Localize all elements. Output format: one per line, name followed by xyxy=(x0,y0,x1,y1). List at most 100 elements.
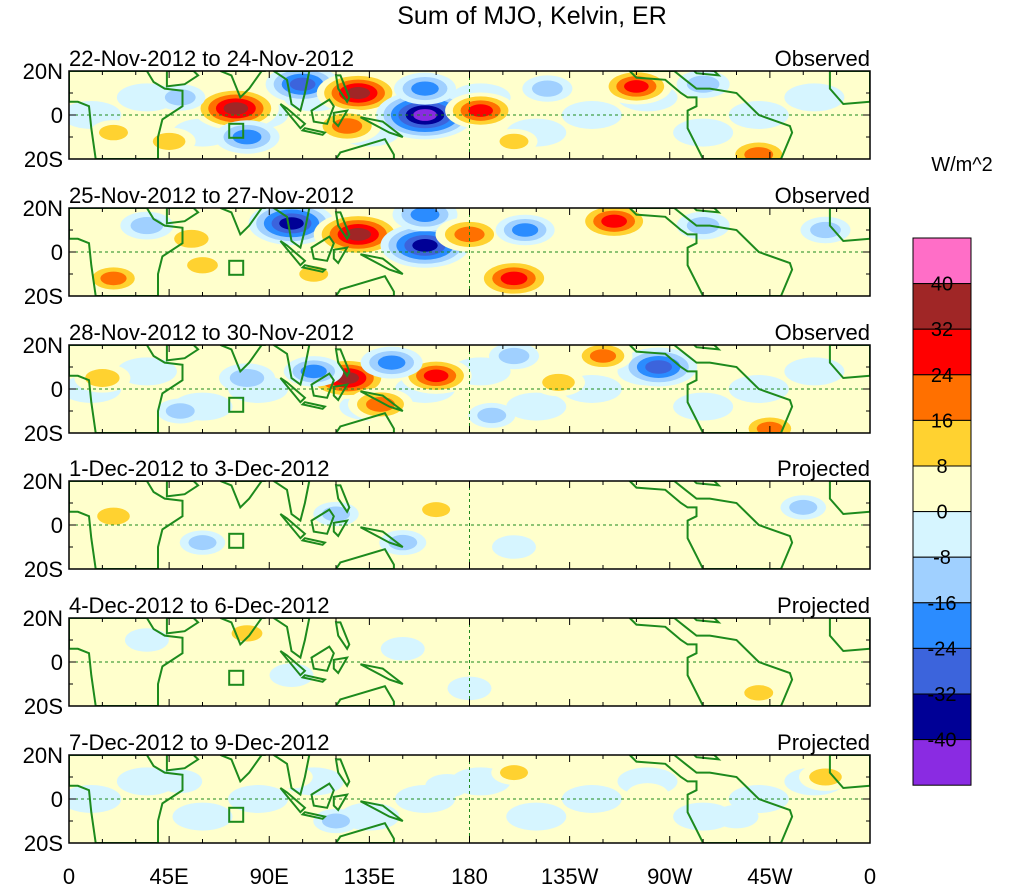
colorbar-swatch xyxy=(912,739,972,786)
panel-5: 20N 0 20S 4-Dec-2012 to 6-Dec-2012 Projected xyxy=(23,593,871,719)
anomaly-contour xyxy=(380,637,425,661)
coastline xyxy=(334,348,351,378)
coastline xyxy=(828,208,870,243)
weak-negative-anomaly xyxy=(784,357,845,386)
y-tick-label: 20S xyxy=(24,831,63,856)
panel-status-label: Projected xyxy=(777,730,870,755)
anomaly-field xyxy=(69,71,870,159)
panel-1: 20N 0 20S 22-Nov-2012 to 24-Nov-2012 Observe… xyxy=(23,46,871,172)
panel-6: 20N 0 20S 7-Dec-2012 to 9-Dec-2012 Projected xyxy=(23,730,871,856)
anomaly-contour xyxy=(279,217,304,230)
colorbar-label: 16 xyxy=(931,410,953,432)
panel-status-label: Projected xyxy=(777,593,870,618)
coastline xyxy=(334,211,351,241)
colorbar-label: -24 xyxy=(928,638,957,660)
coastline xyxy=(332,246,350,265)
coastline xyxy=(334,484,351,514)
panel-2: 20N 0 20S 25-Nov-2012 to 27-Nov-2012 Observe… xyxy=(23,183,871,309)
anomaly-contour xyxy=(500,765,528,781)
anomaly-contour xyxy=(744,147,774,159)
anomaly-contour xyxy=(525,628,570,652)
panel-3: 20N 0 20S 28-Nov-2012 to 30-Nov-2012 Observe… xyxy=(23,320,871,446)
coastline xyxy=(279,650,307,677)
anomaly-contour xyxy=(714,804,759,829)
weak-negative-anomaly xyxy=(673,118,734,147)
anomaly-contour xyxy=(152,132,186,150)
coastline xyxy=(69,481,184,569)
anomaly-contour xyxy=(810,221,841,239)
anomaly-contour xyxy=(498,347,530,365)
anomaly-contour xyxy=(569,491,614,515)
anomaly-contour xyxy=(531,80,563,97)
coastline xyxy=(360,526,404,548)
anomaly-contour xyxy=(744,685,774,701)
y-tick-label: 0 xyxy=(51,650,63,675)
anomaly-contour xyxy=(100,271,127,286)
anomaly-contour xyxy=(332,118,363,134)
anomaly-field xyxy=(69,618,870,706)
colorbar-label: 32 xyxy=(931,319,953,341)
colorbar-swatch xyxy=(912,237,972,285)
anomaly-contour xyxy=(187,257,218,274)
coastline xyxy=(219,208,266,237)
x-tick-label: 135W xyxy=(541,864,599,889)
anomaly-contour xyxy=(97,507,130,525)
colorbar: W/m^2 40 32 24 16 8 0 -8 -16 -24 -32 -40 xyxy=(912,154,993,786)
coastline xyxy=(300,401,327,410)
panel-period-label: 4-Dec-2012 to 6-Dec-2012 xyxy=(69,593,329,618)
coastline xyxy=(271,618,311,660)
y-tick-label: 20S xyxy=(24,284,63,309)
colorbar-label: -8 xyxy=(933,547,951,569)
panel-period-label: 22-Nov-2012 to 24-Nov-2012 xyxy=(69,46,354,71)
anomaly-contour xyxy=(270,765,313,789)
coastline xyxy=(271,208,311,250)
coastline xyxy=(271,481,311,523)
coastline xyxy=(279,513,307,540)
coastline xyxy=(332,383,350,402)
anomaly-contour xyxy=(425,774,470,798)
anomaly-contour xyxy=(229,369,265,387)
chart-title: Sum of MJO, Kelvin, ER xyxy=(397,2,667,30)
colorbar-swatch xyxy=(912,374,972,421)
coastline xyxy=(334,685,395,706)
coastline xyxy=(310,782,335,809)
anomaly-contour xyxy=(645,360,673,374)
y-tick-label: 0 xyxy=(51,103,63,128)
x-tick-label: 90E xyxy=(250,864,289,889)
coastline xyxy=(628,208,794,296)
x-axis: 0 45E 90E 135E 180 135W 90W 45W 0 xyxy=(63,864,876,889)
coastline xyxy=(828,71,870,106)
anomaly-contour xyxy=(447,676,492,701)
anomaly-contour xyxy=(624,80,649,93)
coastline xyxy=(310,372,335,399)
coastline xyxy=(334,138,395,159)
coastline xyxy=(69,208,184,296)
y-tick-label: 20N xyxy=(23,606,63,631)
anomaly-contour xyxy=(468,104,493,117)
anomaly-field xyxy=(69,755,870,843)
reference-box xyxy=(228,806,245,823)
reference-box xyxy=(228,122,245,139)
anomaly-contour xyxy=(346,87,371,99)
anomaly-contour xyxy=(85,369,120,387)
coastline xyxy=(165,755,200,772)
anomaly-contour xyxy=(411,81,439,96)
coastline xyxy=(332,109,350,128)
colorbar-units: W/m^2 xyxy=(931,154,993,176)
panel-status-label: Projected xyxy=(777,456,870,481)
coastline xyxy=(69,345,184,433)
anomaly-contour xyxy=(223,102,249,115)
coastline xyxy=(219,71,266,100)
anomaly-contour xyxy=(232,129,262,145)
anomaly-contour xyxy=(299,266,329,282)
anomaly-contour xyxy=(124,628,169,652)
weak-negative-anomaly xyxy=(228,785,289,813)
panel-status-label: Observed xyxy=(775,183,870,208)
x-tick-label: 0 xyxy=(63,864,75,889)
coastline xyxy=(628,755,794,843)
anomaly-contour xyxy=(345,228,371,241)
y-tick-label: 20S xyxy=(24,147,63,172)
anomaly-contour xyxy=(492,535,536,559)
coastline xyxy=(828,481,870,516)
coastline xyxy=(219,345,266,374)
